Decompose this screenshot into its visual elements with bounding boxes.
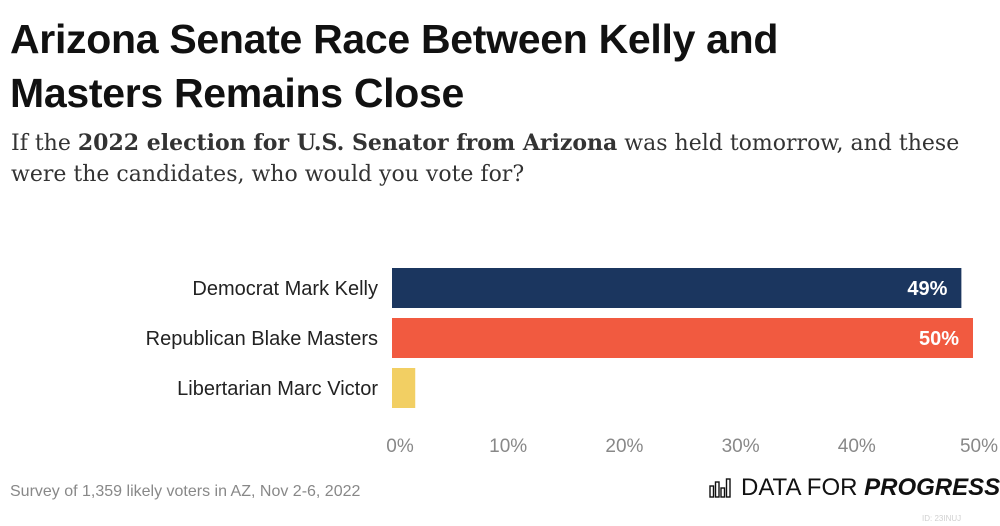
survey-footnote: Survey of 1,359 likely voters in AZ, Nov… <box>10 483 361 500</box>
subtitle-emphasis: 2022 election for U.S. Senator from Ariz… <box>77 130 618 156</box>
bar-2 <box>392 318 973 358</box>
brand-name-bold: PROGRESS <box>864 474 1000 501</box>
bar-chart-icon <box>709 478 731 498</box>
image-id: ID: 23INUJ <box>922 514 962 523</box>
x-tick-label: 0% <box>386 436 414 457</box>
bar-3 <box>392 368 416 408</box>
chart-subtitle: If the 2022 election for U.S. Senator fr… <box>11 128 991 190</box>
subtitle-lead: If the <box>11 131 78 156</box>
brand-logo: DATA FOR PROGRESS <box>709 474 1000 502</box>
brand-name: DATA FOR PROGRESS <box>741 474 1000 502</box>
category-label: Libertarian Marc Victor <box>177 378 378 400</box>
data-label: 49% <box>907 278 947 300</box>
x-tick-label: 50% <box>960 436 998 457</box>
bar-1 <box>392 268 962 308</box>
x-tick-label: 20% <box>605 436 643 457</box>
category-label: Republican Blake Masters <box>146 328 378 350</box>
bar-chart: Democrat Mark Kelly 49% Republican Blake M… <box>146 268 998 457</box>
category-label: Democrat Mark Kelly <box>192 278 378 300</box>
x-tick-label: 40% <box>838 436 876 457</box>
brand-name-regular: DATA FOR <box>741 474 865 501</box>
chart-title: Arizona Senate Race Between Kelly and Ma… <box>10 16 779 116</box>
data-label: 50% <box>919 328 959 350</box>
x-tick-label: 10% <box>489 436 527 457</box>
x-tick-label: 30% <box>722 436 760 457</box>
subtitle-tail: was held tomorrow, and these were the ca… <box>11 131 960 187</box>
